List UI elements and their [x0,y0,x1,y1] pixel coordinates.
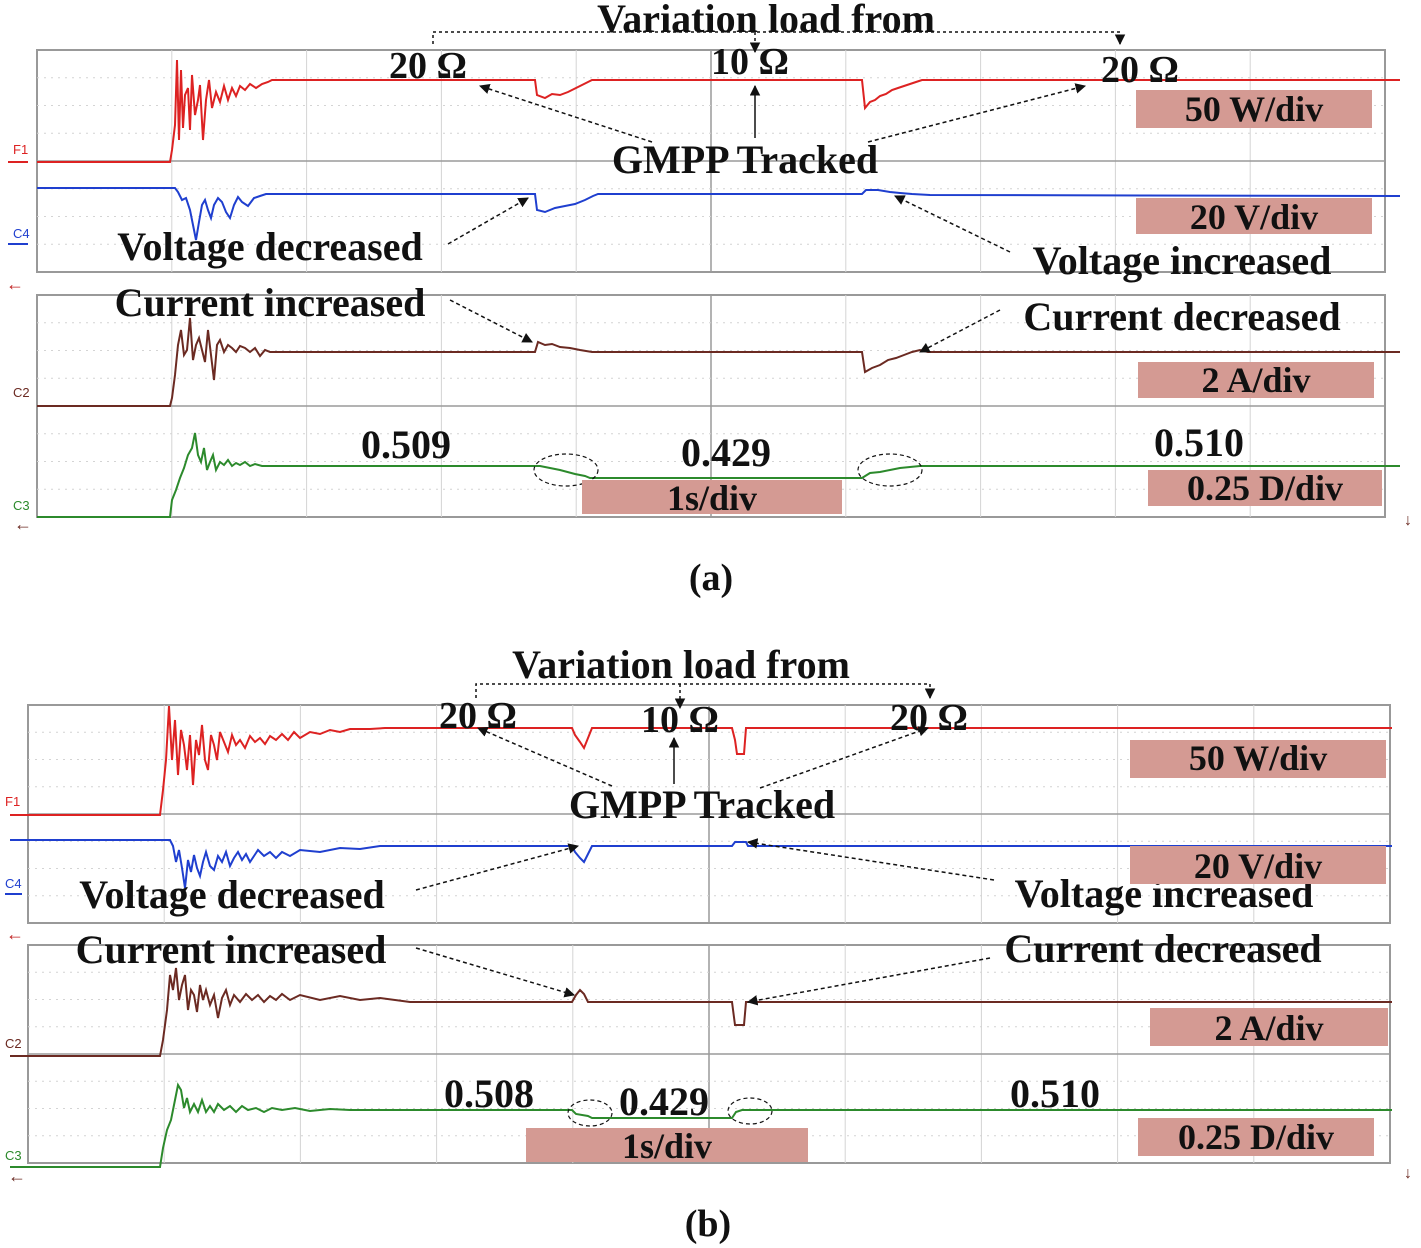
voltage-increased-label-a: Voltage increased [1033,238,1332,283]
scale-box-b-voltage [1130,846,1386,884]
time-arrow-left-b: ← [8,1166,26,1186]
caption-a: (a) [689,557,733,599]
header-bracket-b [475,683,936,700]
trace-current-c2-a [37,317,1400,407]
channel-label-f1-b: F1 [5,794,20,809]
channel-label-c3-a: C3 [13,498,30,513]
offset-arrow-b: ← [6,924,24,944]
current-decreased-arrow-a [919,309,1001,353]
trace-voltage-c4-b [10,839,1392,889]
current-decreased-arrow-b [746,957,991,1006]
duty-value-a-2: 0.429 [681,430,771,475]
duty-value-b-2: 0.429 [619,1079,709,1124]
duty-value-b-1: 0.508 [444,1071,534,1116]
scale-box-b-duty [1138,1118,1374,1156]
current-decreased-label-b: Current decreased [1004,926,1321,971]
scale-text-b-voltage: 20 V/div [1194,846,1322,886]
scope-grid-b [28,705,1390,1163]
scale-box-b-power [1130,740,1386,778]
load-label-a-2: 10 Ω [711,41,789,83]
load-label-b-3: 20 Ω [890,697,968,739]
header-text-a: Variation load from [597,0,935,41]
scale-text-b-current: 2 A/div [1214,1008,1323,1048]
gmpp-arrow-a-left [479,83,653,143]
scale-text-a-duty: 0.25 D/div [1187,468,1343,508]
panel-b: F1 C4 ← C2 C3 ← ↓ Variation load from 20… [5,642,1412,1245]
load-label-b-2: 10 Ω [641,699,719,741]
scale-text-a-voltage: 20 V/div [1190,197,1318,237]
header-text-b: Variation load from [512,642,850,687]
transition-marker-a-1 [533,453,599,487]
voltage-decreased-label-b: Voltage decreased [79,872,385,917]
time-arrow-right-a: ↓ [1404,512,1412,529]
caption-b: (b) [685,1203,731,1245]
transition-marker-b-1 [567,1099,613,1127]
scale-box-b-current [1150,1008,1388,1046]
current-increased-label-b: Current increased [76,927,387,972]
scale-box-a-current [1138,362,1374,398]
current-increased-label-a: Current increased [115,280,426,325]
transition-marker-b-2 [727,1097,773,1125]
scale-box-a-duty [1148,470,1382,506]
gmpp-arrow-a-right [867,83,1087,143]
scope-grid-a [37,50,1385,517]
trace-voltage-c4-a [37,187,1401,241]
offset-arrow-a: ← [6,274,24,294]
channel-label-c2-a: C2 [13,385,30,400]
scale-box-a-voltage [1136,198,1372,234]
voltage-increased-arrow-a [894,195,1011,253]
time-arrow-right-b: ↓ [1404,1165,1412,1182]
scale-text-a-current: 2 A/div [1201,360,1310,400]
trace-duty-c3-a [37,432,1400,518]
voltage-decreased-arrow-a [447,197,529,245]
channel-label-c4-a: C4 [13,226,30,241]
header-bracket-a [432,31,1126,46]
scale-box-b-time [526,1128,808,1162]
panel-a: F1 C4 ← C2 C3 ← ↓ Variation load from 20… [6,0,1412,599]
scale-text-a-power: 50 W/div [1185,89,1323,129]
duty-value-a-3: 0.510 [1154,420,1244,465]
voltage-decreased-label-a: Voltage decreased [117,224,423,269]
gmpp-label-b: GMPP Tracked [569,782,835,827]
load-label-a-1: 20 Ω [389,45,467,87]
current-decreased-label-a: Current decreased [1023,294,1340,339]
channel-label-c2-b: C2 [5,1036,22,1051]
load-label-b-1: 20 Ω [439,695,517,737]
current-increased-arrow-a [449,299,533,343]
load-label-a-3: 20 Ω [1101,49,1179,91]
channel-label-c4-b: C4 [5,876,22,891]
trace-power-f1-b [10,705,1392,816]
scale-text-b-power: 50 W/div [1189,738,1327,778]
channel-label-f1-a: F1 [13,142,28,157]
transition-marker-a-2 [857,453,923,487]
time-arrow-left-a: ← [14,514,32,534]
scale-box-a-power [1136,90,1372,128]
channel-label-c3-b: C3 [5,1148,22,1163]
scale-text-b-time: 1s/div [622,1126,712,1166]
gmpp-arrow-b-right [759,726,929,789]
gmpp-arrow-b-left [477,726,613,787]
duty-value-a-1: 0.509 [361,422,451,467]
gmpp-label-a: GMPP Tracked [612,137,878,182]
scale-text-b-duty: 0.25 D/div [1178,1117,1334,1157]
scale-text-a-time: 1s/div [667,478,757,518]
trace-power-f1-a [37,59,1400,163]
duty-value-b-3: 0.510 [1010,1071,1100,1116]
scale-box-a-time [582,480,842,514]
trace-duty-c3-b [10,1082,1392,1168]
trace-current-c2-b [10,967,1392,1057]
